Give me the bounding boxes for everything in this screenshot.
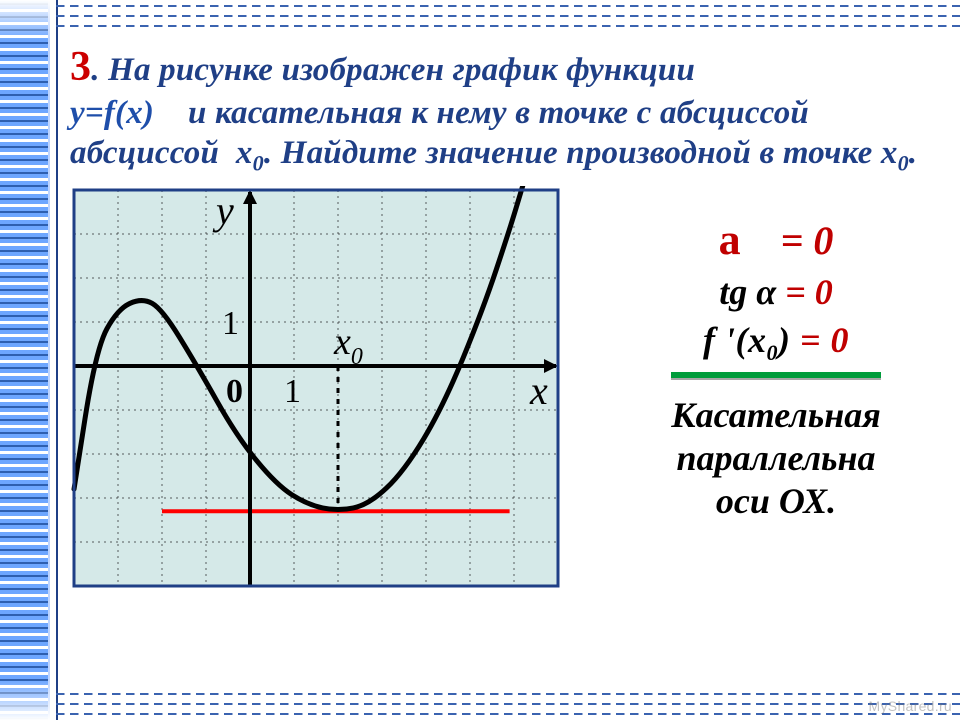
task-number: 3 [70, 44, 91, 90]
fprime-sub: 0 [766, 340, 778, 365]
fprime-line: f '(x0) = 0 [610, 319, 942, 366]
task-dot: . [909, 135, 917, 171]
watermark: MyShared.ru [869, 698, 952, 714]
alpha-eq: = 0 [781, 218, 834, 263]
chart-svg: yx011x0 [70, 186, 590, 632]
tg-eq: = 0 [785, 272, 833, 312]
note-3: оси ОХ. [716, 481, 836, 521]
tg-line: tg α = 0 [610, 271, 942, 313]
task-fragment: . Найдите значение производной в точке [264, 135, 873, 171]
task-x0: x0 [881, 135, 909, 171]
row: yx011x0 a = 0 tg α = 0 f '(x0) = 0 [70, 186, 942, 636]
alpha-symbol: a [719, 215, 771, 264]
fprime-label: f '(x [703, 320, 766, 360]
chart: yx011x0 [70, 186, 590, 632]
chart-bg [74, 190, 558, 586]
fprime-close: ) [778, 320, 791, 360]
svg-text:y: y [212, 188, 234, 233]
svg-text:x: x [529, 368, 548, 413]
alpha-line: a = 0 [610, 214, 942, 265]
x0-x: x [236, 135, 253, 171]
svg-text:0: 0 [226, 373, 243, 410]
green-underline [671, 372, 881, 378]
content: 3. На рисунке изображен график функции y… [70, 42, 942, 686]
note-2: параллельна [677, 438, 876, 478]
top-border [56, 24, 960, 28]
svg-text:1: 1 [222, 305, 239, 342]
bottom-border [56, 692, 960, 696]
left-decor-strip [0, 0, 58, 720]
bottom-border [56, 702, 960, 706]
task-fragment: абсциссой [70, 135, 227, 171]
task-text: 3. На рисунке изображен график функции y… [70, 42, 942, 178]
task-fn: y=f(x) [70, 95, 154, 131]
top-border [56, 14, 960, 18]
fprime-eq: = 0 [800, 320, 849, 360]
bottom-border [56, 712, 960, 716]
x0-x: x [881, 135, 898, 171]
note: Касательная параллельна оси ОХ. [610, 394, 942, 524]
slide: 3. На рисунке изображен график функции y… [0, 0, 960, 720]
solution: a = 0 tg α = 0 f '(x0) = 0 Касательная п… [610, 208, 942, 530]
task-x0: x0 [236, 135, 264, 171]
x0-sub: 0 [898, 151, 909, 176]
tg-label: tg α [719, 272, 776, 312]
top-border [56, 4, 960, 8]
svg-text:1: 1 [284, 373, 301, 410]
x0-sub: 0 [253, 151, 264, 176]
task-fragment: и касательная к нему в точке с абсциссой [188, 95, 809, 131]
note-1: Касательная [671, 395, 881, 435]
task-fragment: . На рисунке изображен график функции [91, 52, 695, 88]
